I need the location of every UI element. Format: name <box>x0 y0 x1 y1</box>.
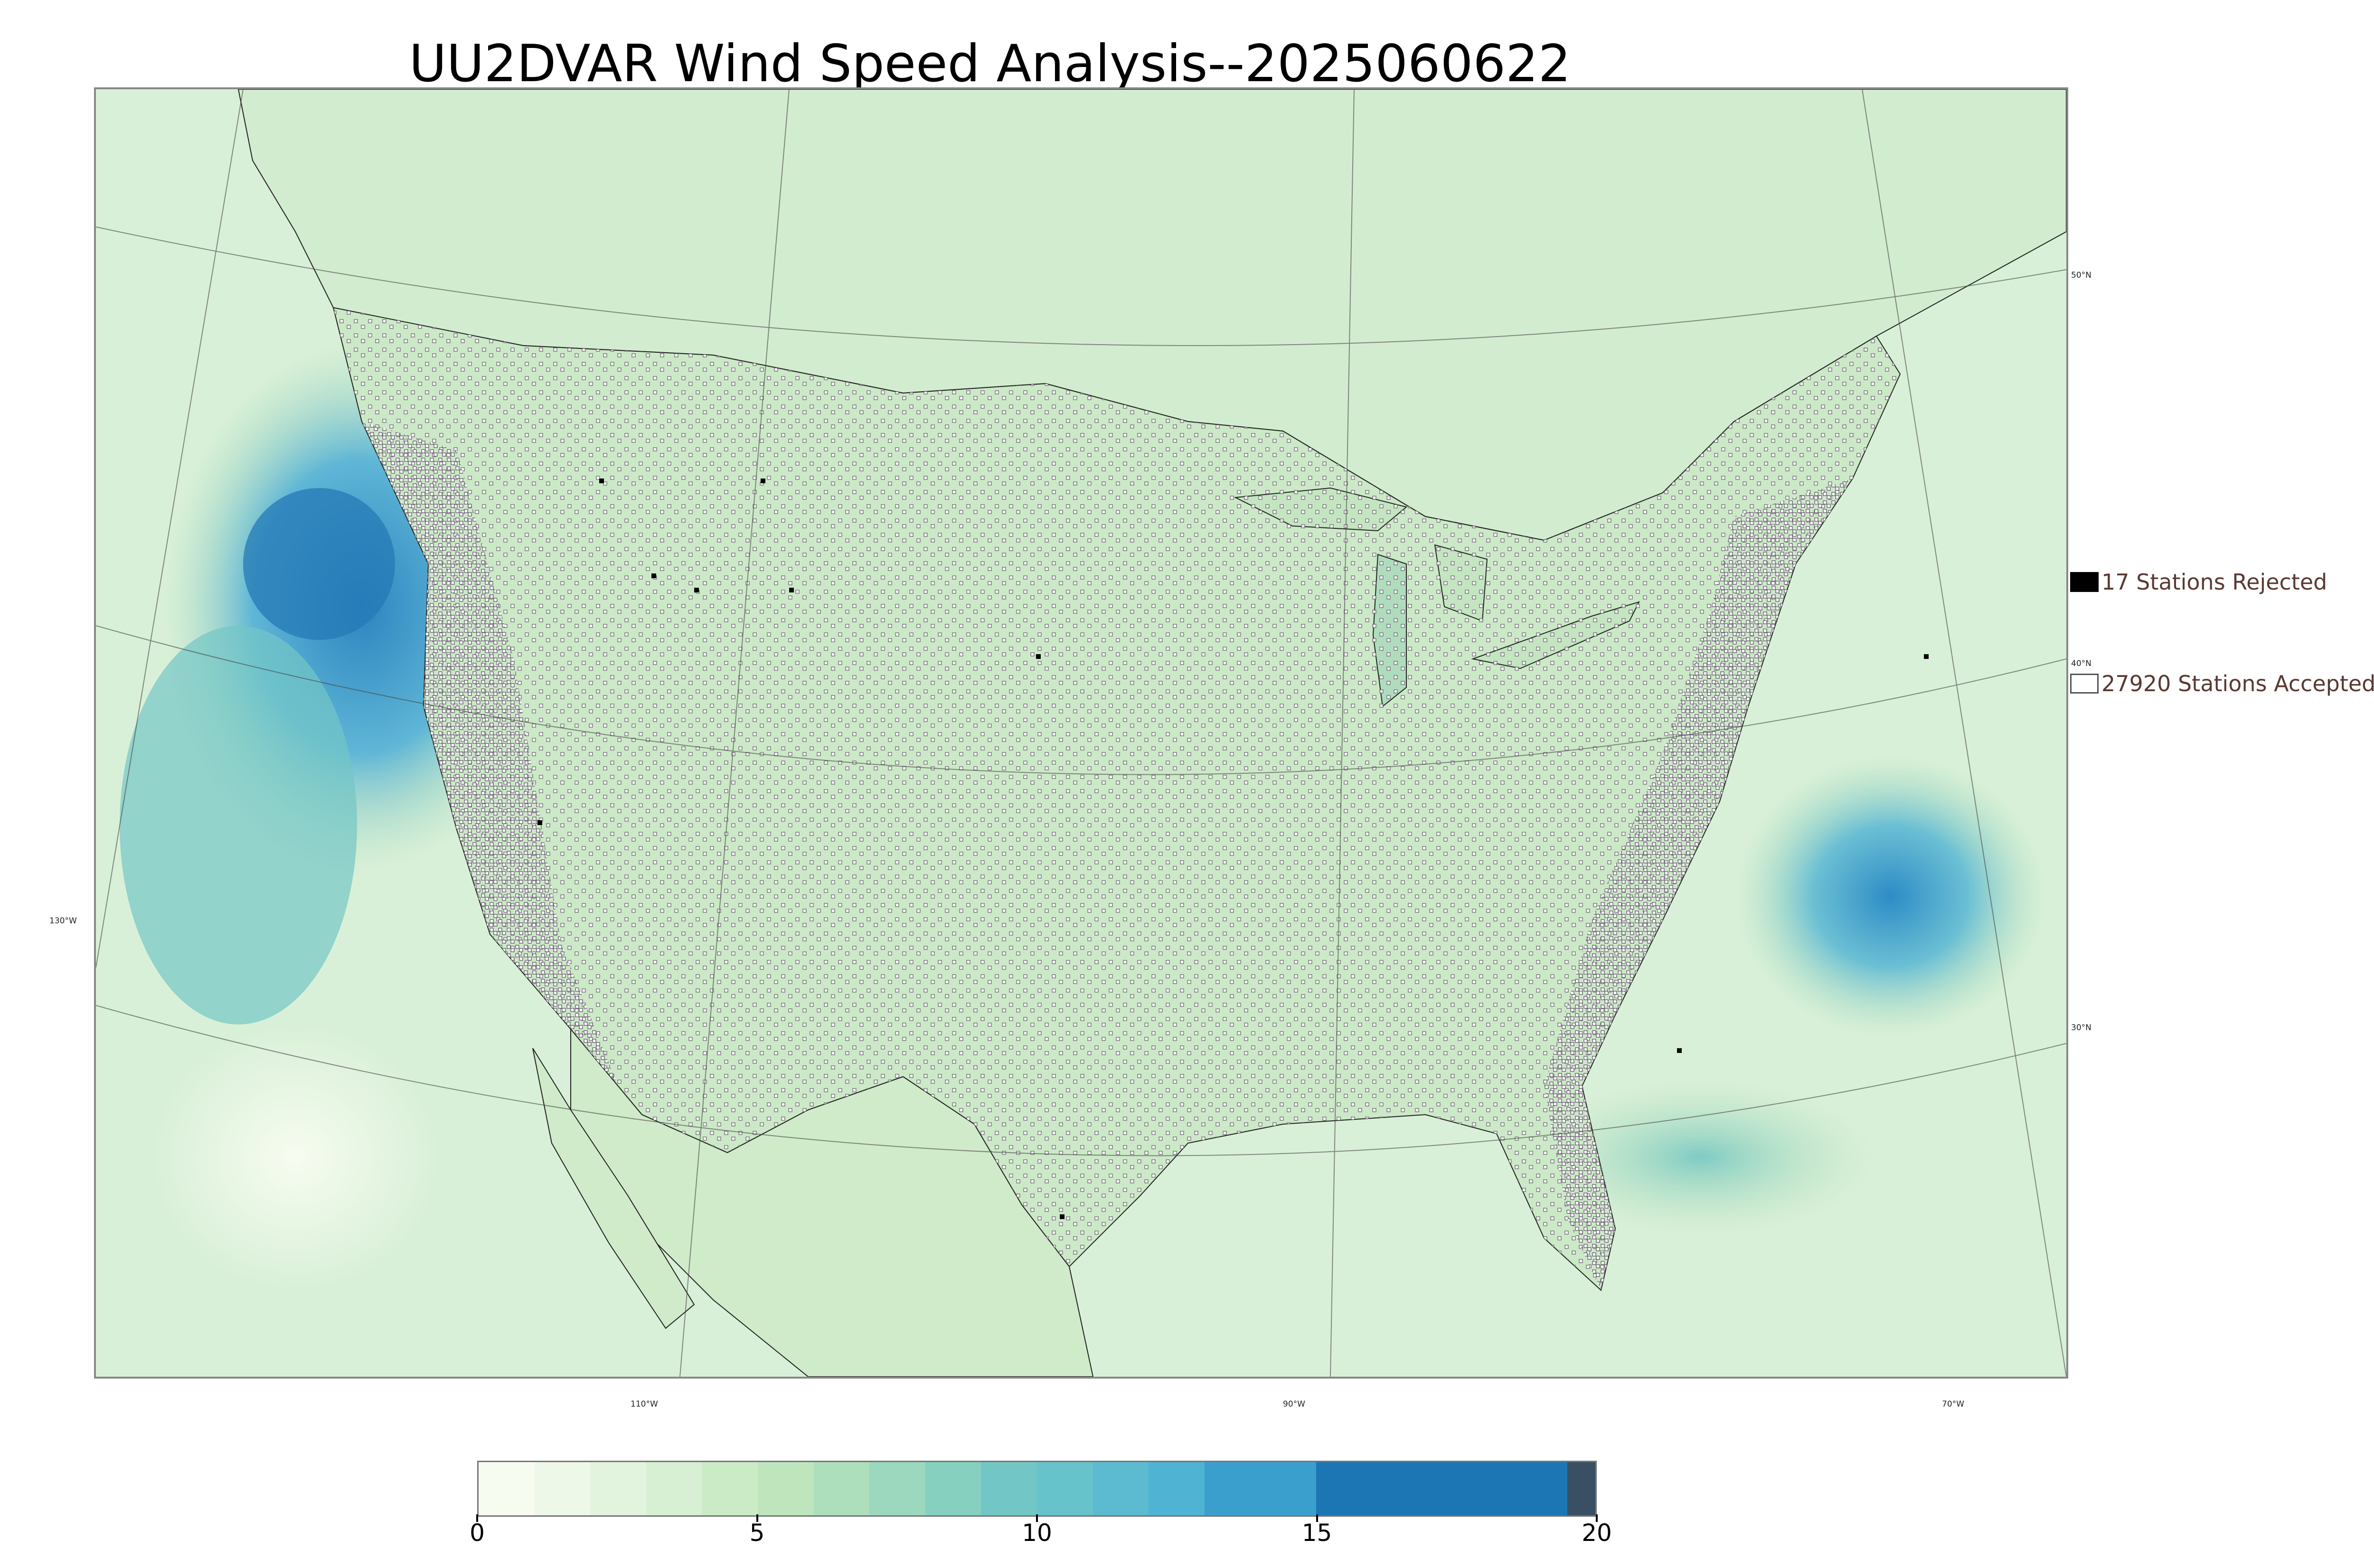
colorbar-segment <box>869 1462 925 1515</box>
colorbar-segment <box>1204 1462 1316 1515</box>
lat-label-40n: 40°N <box>2071 659 2091 668</box>
colorbar-segment <box>981 1462 1037 1515</box>
colorbar-tick-label: 15 <box>1301 1519 1332 1547</box>
colorbar-tick-label: 20 <box>1582 1519 1612 1547</box>
rejected-swatch <box>2070 572 2099 592</box>
station-markers-accepted <box>333 308 1900 1290</box>
colorbar-tick <box>1316 1514 1318 1522</box>
colorbar-segment <box>813 1462 870 1515</box>
colorbar-tick <box>1036 1514 1038 1522</box>
baja-peninsula <box>532 1048 695 1329</box>
station-markers-west-coast <box>362 422 618 1086</box>
lon-label-110w: 110°W <box>631 1399 658 1409</box>
colorbar-tick-label: 5 <box>749 1519 765 1547</box>
colorbar-segment <box>925 1462 981 1515</box>
gulf-wind-area <box>1520 1077 1881 1238</box>
colorbar-segment <box>534 1462 591 1515</box>
colorbar-tick <box>476 1514 478 1522</box>
colorbar-tick <box>756 1514 758 1522</box>
colorbar-segment <box>1316 1462 1568 1515</box>
lon-label-70w: 70°W <box>1942 1399 1964 1409</box>
pacific-jet-core <box>243 488 395 640</box>
colorbar <box>477 1461 1597 1517</box>
station-markers-east-coast <box>1544 479 1853 1290</box>
colorbar-segment <box>702 1462 758 1515</box>
graticule <box>96 89 2066 1377</box>
colorbar-segment <box>479 1462 535 1515</box>
colorbar-tick <box>1596 1514 1598 1522</box>
colorbar-segment <box>1036 1462 1093 1515</box>
map-title: UU2DVAR Wind Speed Analysis--2025060622 <box>409 34 1571 94</box>
colorbar-segment <box>757 1462 814 1515</box>
atlantic-high-wind-area <box>1734 754 2047 1039</box>
colorbar-tick-label: 0 <box>470 1519 485 1547</box>
colorbar-segment <box>590 1462 646 1515</box>
colorbar-segment <box>646 1462 702 1515</box>
lat-label-50n: 50°N <box>2071 271 2091 280</box>
calm-area-pacific <box>153 1024 438 1290</box>
rejected-label: 17 Stations Rejected <box>2101 569 2327 595</box>
colorbar-segment <box>1149 1462 1205 1515</box>
colorbar-segment <box>1567 1462 1595 1515</box>
pacific-shelf-wind <box>120 626 357 1024</box>
accepted-label: 27920 Stations Accepted <box>2101 671 2374 696</box>
map-panel[interactable] <box>94 87 2068 1379</box>
colorbar-tick-label: 10 <box>1022 1519 1052 1547</box>
legend-accepted: 27920 Stations Accepted <box>2070 669 2374 698</box>
lon-label-130w: 130°W <box>49 916 77 926</box>
legend-rejected: 17 Stations Rejected <box>2070 568 2327 596</box>
lat-label-30n: 30°N <box>2071 1023 2091 1033</box>
wind-speed-map[interactable] <box>96 89 2066 1377</box>
accepted-swatch <box>2070 674 2099 694</box>
lon-label-90w: 90°W <box>1283 1399 1305 1409</box>
station-markers-rejected <box>537 479 1929 1219</box>
colorbar-segment <box>1093 1462 1149 1515</box>
